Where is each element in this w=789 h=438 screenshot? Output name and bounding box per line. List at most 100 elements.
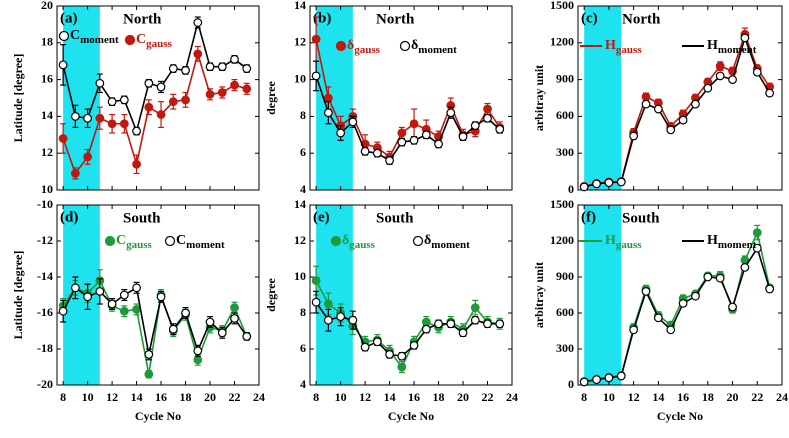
region-label: South	[622, 210, 660, 226]
x-tick-label: 24	[253, 390, 265, 404]
region-label: North	[376, 11, 415, 27]
legend-name: C	[116, 233, 126, 248]
data-point	[678, 299, 688, 308]
data-point	[95, 113, 105, 123]
y-tick-label: 900	[556, 71, 574, 85]
data-point	[752, 228, 762, 238]
y-tick-label: 1500	[550, 0, 574, 12]
data-point	[119, 306, 129, 316]
data-point	[144, 350, 154, 359]
y-tick-label: -16	[37, 305, 53, 319]
data-point	[311, 276, 321, 286]
data-point	[205, 89, 215, 99]
y-tick-label: 0	[568, 377, 574, 391]
data-point	[83, 152, 93, 162]
y-tick-label: 20	[41, 0, 53, 12]
data-point	[641, 92, 651, 102]
data-point	[703, 272, 713, 282]
x-tick-label: 8	[581, 390, 587, 404]
y-tick-label: 18	[41, 35, 53, 49]
panel: 0 300 600 900 1200 1500 arbitray unit (c) North H…	[532, 0, 783, 196]
legend-label: Hmoment	[707, 233, 757, 250]
data-point	[691, 99, 700, 109]
legend-subscript: gauss	[616, 44, 642, 56]
data-point	[181, 308, 190, 318]
x-tick-label: 14	[384, 390, 396, 404]
x-tick-label: 20	[457, 390, 469, 404]
legend-subscript: gauss	[146, 38, 172, 50]
region-label: North	[123, 11, 162, 27]
data-point	[691, 291, 700, 301]
y-tick-label: 10	[294, 269, 306, 283]
panel-label: (e)	[313, 209, 330, 225]
data-point	[230, 54, 239, 64]
y-tick-label: 600	[556, 305, 574, 319]
legend-label: δmoment	[424, 233, 470, 250]
data-point	[70, 111, 80, 121]
data-point	[653, 104, 663, 114]
data-point	[470, 121, 480, 130]
legend-name: C	[70, 28, 80, 43]
legend-name: δ	[424, 233, 431, 248]
data-point	[83, 292, 93, 302]
y-tick-label: 1200	[550, 233, 574, 247]
y-tick-label: 8	[300, 305, 306, 319]
x-tick-label: 14	[652, 390, 664, 404]
data-point	[434, 139, 443, 149]
legend-swatch	[412, 235, 424, 247]
legend-label: Hgauss	[605, 38, 642, 55]
data-point	[70, 283, 80, 293]
data-point	[360, 342, 370, 352]
data-point	[119, 290, 129, 300]
y-tick-label: 14	[294, 0, 306, 12]
data-point	[495, 124, 505, 134]
data-point	[458, 132, 468, 142]
data-point	[579, 182, 589, 192]
highlight-band	[584, 205, 622, 385]
x-tick-label: 16	[408, 390, 420, 404]
y-tick-label: 8	[300, 108, 306, 122]
data-point	[107, 299, 117, 309]
x-tick-label: 12	[628, 390, 640, 404]
x-tick-label: 10	[603, 390, 615, 404]
legend-label: δgauss	[347, 38, 381, 55]
series-line	[583, 35, 771, 188]
panel-label: (a)	[60, 10, 78, 26]
legend-name: H	[707, 38, 718, 53]
data-point	[385, 350, 394, 359]
x-tick-label: 22	[482, 390, 494, 404]
data-point	[193, 49, 203, 59]
series-line	[62, 279, 248, 375]
x-tick-label: 20	[727, 390, 739, 404]
x-axis-label: Cycle No	[657, 409, 703, 423]
data-point	[156, 292, 166, 302]
data-point	[95, 287, 105, 296]
panel: -20 -18 -16 -14 -12 -10 8 10 12 14 16 18 20 22 24 Cycle…	[11, 197, 265, 423]
panel-label: (f)	[581, 209, 596, 225]
data-point	[132, 159, 141, 169]
y-tick-label: 0	[568, 182, 574, 196]
legend-swatch	[164, 235, 176, 247]
plot-frame	[309, 5, 513, 191]
data-point	[58, 306, 68, 316]
data-point	[217, 328, 227, 338]
data-point	[740, 263, 750, 272]
data-point	[168, 97, 178, 107]
data-point	[446, 108, 456, 118]
legend-swatch	[330, 235, 342, 247]
y-tick-label: -18	[37, 341, 53, 355]
y-tick-label: 14	[41, 108, 53, 122]
series-line	[315, 301, 500, 358]
legend-name: H	[605, 38, 616, 53]
data-point	[678, 115, 688, 125]
data-point	[323, 315, 333, 325]
legend-subscript: moment	[431, 239, 470, 251]
data-point	[421, 130, 431, 140]
data-point	[107, 97, 117, 107]
data-point	[83, 113, 93, 123]
legend-subscript: moment	[80, 34, 119, 46]
data-point	[119, 119, 129, 129]
data-point	[132, 126, 141, 136]
data-point	[230, 314, 239, 323]
